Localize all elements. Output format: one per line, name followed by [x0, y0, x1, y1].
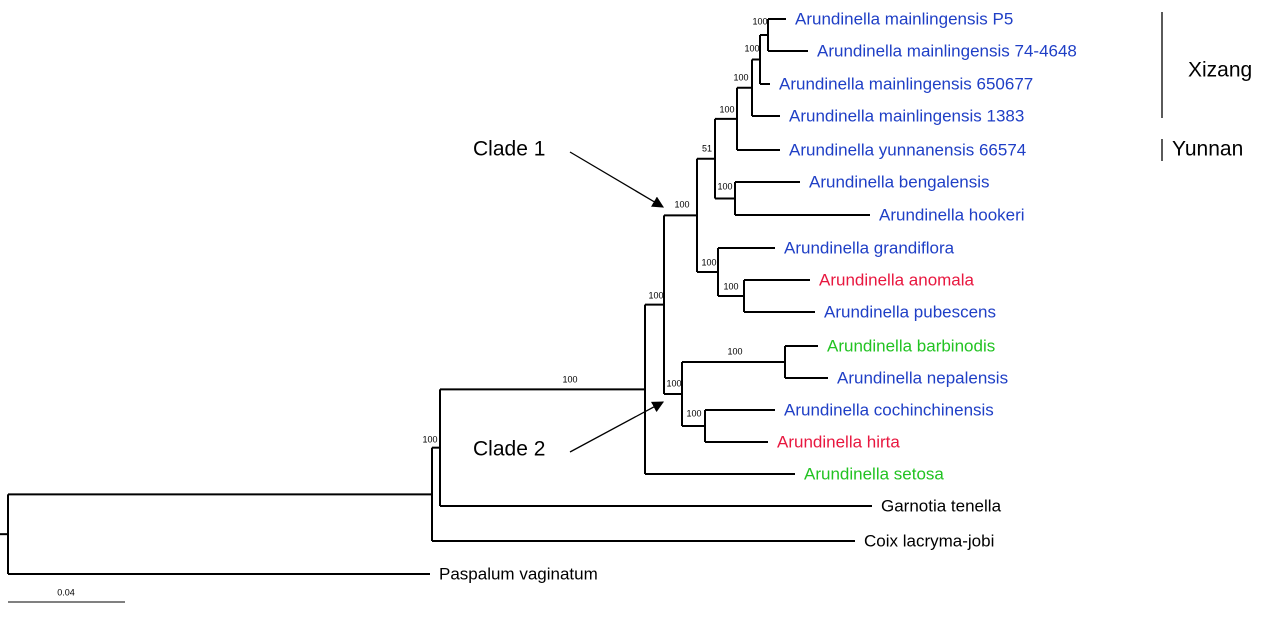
tip-label: Arundinella nepalensis: [837, 368, 1008, 387]
region-label: Yunnan: [1172, 138, 1243, 161]
tip-label: Arundinella hookeri: [879, 205, 1025, 224]
tip-label: Arundinella cochinchinensis: [784, 400, 994, 419]
support-value: 100: [752, 16, 767, 26]
support-value: 100: [717, 181, 732, 191]
scale-bar-label: 0.04: [57, 587, 75, 597]
support-value: 51: [702, 143, 712, 153]
clade-arrow: [569, 401, 665, 453]
support-value: 100: [648, 290, 663, 300]
clade-arrow: [569, 151, 665, 208]
tip-label: Arundinella pubescens: [824, 302, 996, 321]
tip-label: Arundinella bengalensis: [809, 172, 990, 191]
support-value: 100: [666, 378, 681, 388]
tip-label: Arundinella hirta: [777, 432, 900, 451]
support-value: 100: [701, 257, 716, 267]
tip-label: Arundinella mainlingensis P5: [795, 9, 1013, 28]
tip-label: Arundinella mainlingensis 650677: [779, 74, 1033, 93]
support-value: 100: [686, 408, 701, 418]
tip-label: Paspalum vaginatum: [439, 564, 598, 583]
tip-label: Garnotia tenella: [881, 496, 1002, 515]
tip-label: Arundinella setosa: [804, 464, 944, 483]
support-value: 100: [674, 199, 689, 209]
clade-label: Clade 1: [473, 138, 545, 161]
support-value: 100: [422, 434, 437, 444]
tip-label: Arundinella grandiflora: [784, 238, 955, 257]
support-value: 100: [723, 281, 738, 291]
support-value: 100: [562, 374, 577, 384]
tip-label: Arundinella anomala: [819, 270, 975, 289]
tip-label: Arundinella yunnanensis 66574: [789, 140, 1026, 159]
clade-label: Clade 2: [473, 438, 545, 461]
tip-label: Arundinella mainlingensis 74-4648: [817, 41, 1077, 60]
support-value: 100: [733, 72, 748, 82]
support-value: 100: [719, 104, 734, 114]
support-value: 100: [744, 43, 759, 53]
support-value: 100: [727, 346, 742, 356]
tip-label: Arundinella mainlingensis 1383: [789, 106, 1024, 125]
tip-label: Coix lacryma-jobi: [864, 531, 994, 550]
tip-label: Arundinella barbinodis: [827, 336, 995, 355]
region-label: Xizang: [1188, 59, 1252, 82]
